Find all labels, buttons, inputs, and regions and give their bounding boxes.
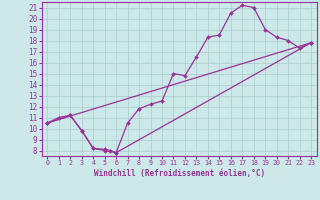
X-axis label: Windchill (Refroidissement éolien,°C): Windchill (Refroidissement éolien,°C)	[94, 169, 265, 178]
